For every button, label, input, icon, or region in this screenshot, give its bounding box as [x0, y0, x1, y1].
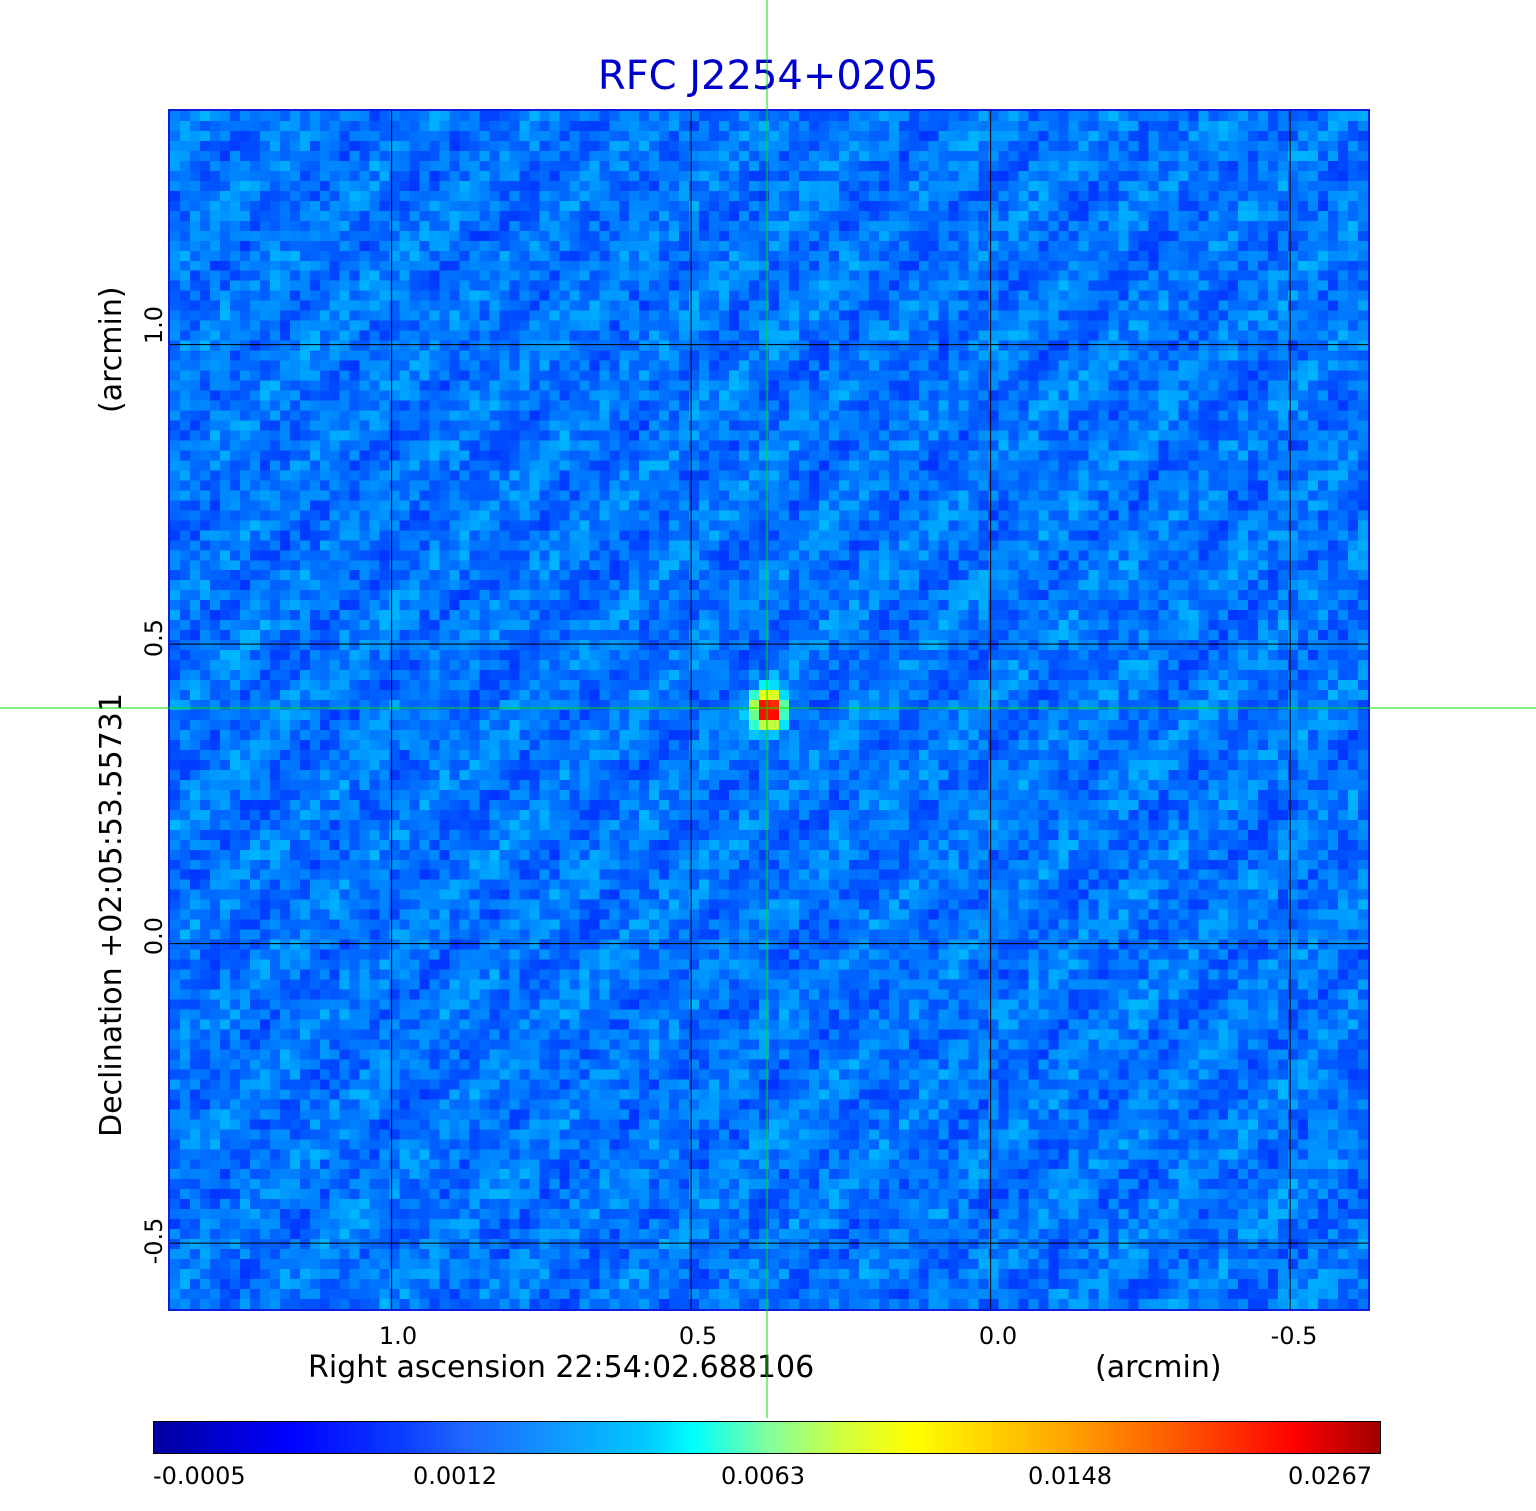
y-tick-label: 0.5 [140, 618, 168, 658]
colorbar-tick-label: 0.0012 [413, 1462, 497, 1490]
colorbar-tick-label: 0.0063 [721, 1462, 805, 1490]
colorbar-tick-label: 0.0267 [1288, 1462, 1372, 1490]
x-tick-label: 1.0 [378, 1322, 418, 1350]
intensity-map [170, 111, 1368, 1309]
y-tick-label: 1.0 [140, 305, 168, 345]
y-axis-unit: (arcmin) [94, 286, 129, 413]
coordinate-grid [170, 111, 1368, 1309]
colorbar-tick-label: -0.0005 [153, 1462, 246, 1490]
x-tick-label: 0.5 [678, 1322, 718, 1350]
colorbar [153, 1421, 1381, 1454]
x-tick-label: 0.0 [978, 1322, 1018, 1350]
x-axis-label: Right ascension 22:54:02.688106 [308, 1350, 815, 1385]
x-tick-label: -0.5 [1270, 1322, 1318, 1350]
image-plot-area[interactable] [168, 109, 1370, 1311]
chart-title: RFC J2254+0205 [597, 53, 939, 99]
x-axis-unit: (arcmin) [1095, 1350, 1222, 1385]
y-tick-label: 0.0 [140, 916, 168, 956]
colorbar-tick-label: 0.0148 [1028, 1462, 1112, 1490]
y-tick-label: -0.5 [140, 1217, 168, 1265]
y-axis-label: Declination +02:05:53.55731 [94, 693, 129, 1137]
